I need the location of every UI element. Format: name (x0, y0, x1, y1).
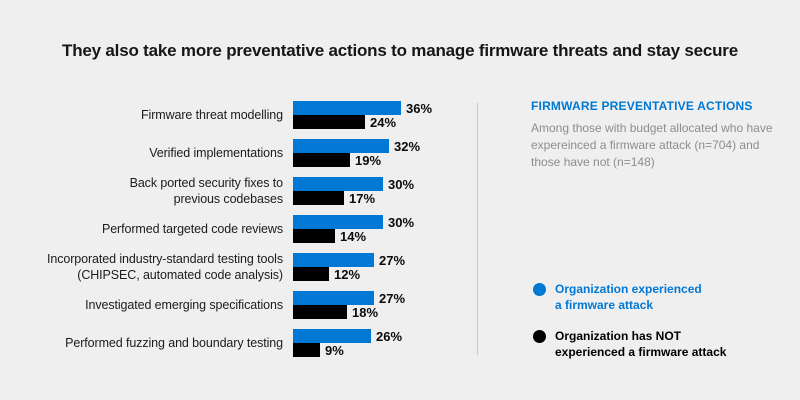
value-label-experienced: 36% (406, 100, 433, 116)
bar-pair: 30% 17% (293, 176, 415, 206)
bar-experienced (293, 215, 383, 229)
bar-pair: 27% 18% (293, 290, 406, 320)
legend-label: Organization has NOT experienced a firmw… (555, 329, 727, 359)
value-label-not-experienced: 14% (340, 228, 367, 244)
value-label-experienced: 27% (379, 252, 406, 268)
category-label: Incorporated industry-standard testing t… (46, 252, 283, 282)
bar-experienced (293, 291, 374, 305)
bar-experienced (293, 139, 389, 153)
bar-chart: Firmware threat modelling 36% 24% Verifi… (33, 101, 432, 367)
bar-experienced (293, 329, 371, 343)
bar-line-experienced: 30% (293, 176, 415, 192)
bar-line-experienced: 26% (293, 328, 403, 344)
legend-dot-icon (533, 283, 546, 296)
bar-not-experienced (293, 343, 320, 357)
bar-line-not-experienced: 9% (293, 342, 402, 358)
bar-line-experienced: 27% (293, 290, 406, 306)
value-label-not-experienced: 12% (334, 266, 361, 282)
side-panel: FIRMWARE PREVENTATIVE ACTIONS Among thos… (531, 99, 776, 171)
chart-row: Back ported security fixes to previous c… (33, 176, 432, 206)
value-label-experienced: 27% (379, 290, 406, 306)
chart-row: Verified implementations 32% 19% (33, 138, 432, 168)
panel-description: Among those with budget allocated who ha… (531, 121, 773, 169)
bar-not-experienced (293, 229, 335, 243)
value-label-not-experienced: 24% (370, 114, 397, 130)
bar-not-experienced (293, 115, 365, 129)
bar-pair: 27% 12% (293, 252, 406, 282)
bar-not-experienced (293, 305, 347, 319)
value-label-not-experienced: 18% (352, 304, 379, 320)
category-label: Performed fuzzing and boundary testing (65, 336, 283, 350)
bar-not-experienced (293, 191, 344, 205)
bar-line-not-experienced: 18% (293, 304, 405, 320)
bar-experienced (293, 177, 383, 191)
category-label: Performed targeted code reviews (101, 222, 283, 236)
category-label: Firmware threat modelling (141, 108, 283, 122)
bar-experienced (293, 101, 401, 115)
bar-not-experienced (293, 153, 350, 167)
bar-experienced (293, 253, 374, 267)
bar-line-not-experienced: 19% (293, 152, 420, 168)
chart-row: Performed targeted code reviews 30% 14% (33, 214, 432, 244)
value-label-experienced: 32% (394, 138, 421, 154)
chart-row: Incorporated industry-standard testing t… (33, 252, 432, 282)
bar-not-experienced (293, 267, 329, 281)
legend-item: Organization has NOT experienced a firmw… (533, 329, 726, 360)
chart-title: They also take more preventative actions… (62, 41, 738, 60)
legend-item: Organization experienced a firmware atta… (533, 282, 726, 313)
chart-row: Performed fuzzing and boundary testing 2… (33, 328, 432, 358)
value-label-not-experienced: 17% (349, 190, 376, 206)
bar-pair: 36% 24% (293, 100, 433, 130)
legend-label: Organization experienced a firmware atta… (555, 282, 702, 312)
bar-line-experienced: 32% (293, 138, 421, 154)
value-label-not-experienced: 19% (355, 152, 382, 168)
vertical-divider (477, 103, 478, 355)
bar-line-experienced: 30% (293, 214, 415, 230)
panel-heading: FIRMWARE PREVENTATIVE ACTIONS (531, 99, 753, 113)
bar-pair: 26% 9% (293, 328, 403, 358)
bar-line-not-experienced: 24% (293, 114, 432, 130)
value-label-not-experienced: 9% (325, 342, 344, 358)
bar-line-not-experienced: 17% (293, 190, 414, 206)
value-label-experienced: 30% (388, 176, 415, 192)
chart-row: Investigated emerging specifications 27%… (33, 290, 432, 320)
category-label: Verified implementations (149, 146, 283, 160)
bar-pair: 30% 14% (293, 214, 415, 244)
bar-line-not-experienced: 14% (293, 228, 414, 244)
legend-dot-icon (533, 330, 546, 343)
bar-line-experienced: 36% (293, 100, 433, 116)
category-label: Investigated emerging specifications (85, 298, 283, 312)
value-label-experienced: 26% (376, 328, 403, 344)
bar-pair: 32% 19% (293, 138, 421, 168)
bar-line-experienced: 27% (293, 252, 406, 268)
value-label-experienced: 30% (388, 214, 415, 230)
chart-row: Firmware threat modelling 36% 24% (33, 100, 433, 130)
bar-line-not-experienced: 12% (293, 266, 405, 282)
legend: Organization experienced a firmware atta… (533, 282, 726, 376)
category-label: Back ported security fixes to previous c… (129, 176, 284, 206)
